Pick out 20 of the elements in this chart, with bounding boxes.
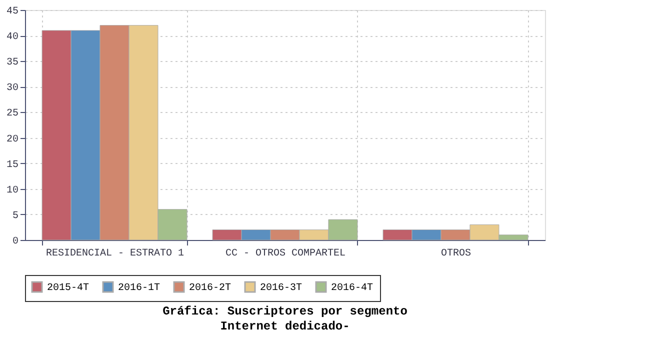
x-tick-label: CC - OTROS COMPARTEL (225, 248, 346, 260)
legend-label: 2016-4T (331, 283, 374, 294)
y-tick-label: 25 (6, 108, 18, 120)
y-tick-label: 0 (12, 236, 18, 248)
text: Gráfica: Suscriptores por segmento (162, 304, 408, 318)
y-tick-label: 10 (6, 185, 18, 196)
y-tick-label: 40 (6, 32, 18, 44)
y-tick-label: 5 (12, 210, 18, 222)
x-tick-label: RESIDENCIAL - ESTRATO 1 (46, 248, 184, 260)
y-tick-label: 45 (6, 6, 18, 18)
legend-label: 2016-1T (118, 283, 160, 294)
y-tick-label: 30 (6, 83, 18, 94)
legend-label: 2016-3T (260, 283, 302, 294)
text: Internet dedicado- (220, 320, 350, 334)
y-tick-label: 20 (6, 134, 18, 146)
legend-label: 2016-2T (189, 283, 232, 294)
y-tick-label: 35 (6, 58, 18, 69)
y-tick-label: 15 (6, 160, 18, 171)
x-tick-label: OTROS (440, 248, 471, 260)
legend-label: 2015-4T (47, 283, 90, 294)
